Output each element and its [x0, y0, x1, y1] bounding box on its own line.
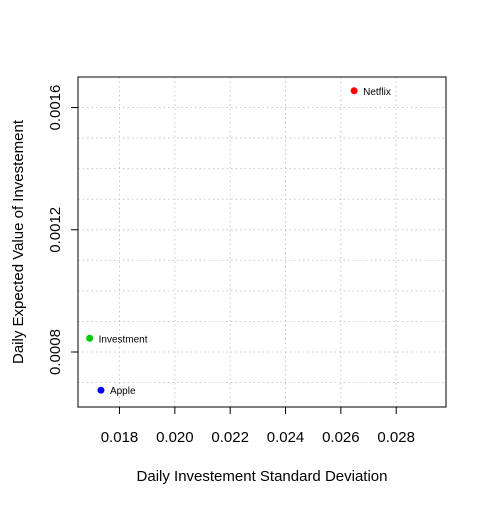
x-tick-label: 0.026: [322, 429, 360, 446]
data-point-apple: [97, 386, 105, 394]
y-axis-title: Daily Expected Value of Investement: [10, 119, 27, 364]
point-label-netflix: Netflix: [363, 87, 391, 98]
point-label-investment: Investment: [99, 334, 148, 345]
y-tick-label: 0.0012: [47, 207, 64, 253]
x-tick-label: 0.024: [267, 429, 305, 446]
axes-layer: 0.018 0.020 0.022 0.024 0.026 0.028 0.0008 0.00…: [47, 85, 415, 446]
grid-layer: [78, 77, 446, 407]
points-layer: Netflix Investment Apple: [86, 87, 391, 397]
x-tick-label: 0.020: [156, 429, 194, 446]
y-tick-label: 0.0008: [47, 329, 64, 375]
plot-border: [77, 76, 447, 408]
point-label-apple: Apple: [110, 386, 136, 397]
data-point-netflix: [350, 87, 358, 95]
x-tick-label: 0.022: [211, 429, 249, 446]
x-tick-label: 0.028: [377, 429, 415, 446]
x-axis-title: Daily Investement Standard Deviation: [137, 468, 388, 485]
y-tick-label: 0.0016: [47, 85, 64, 131]
data-point-investment: [86, 334, 94, 342]
x-tick-label: 0.018: [101, 429, 139, 446]
